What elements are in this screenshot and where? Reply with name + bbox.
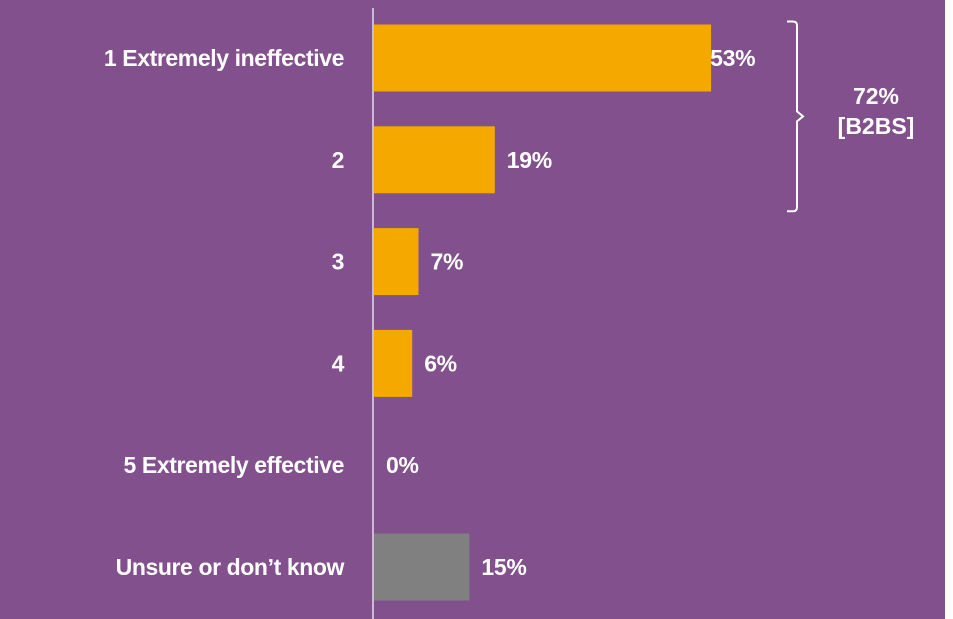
value-label: 0% [386, 452, 419, 478]
group-bracket [787, 20, 805, 213]
bar [374, 24, 712, 92]
bar [374, 329, 413, 397]
bar [374, 228, 419, 296]
value-label: 53% [710, 45, 755, 71]
value-label: 15% [481, 554, 526, 580]
category-label: 5 Extremely effective [124, 452, 344, 478]
bar [374, 126, 495, 194]
category-label: 1 Extremely ineffective [104, 45, 344, 71]
category-label: Unsure or don’t know [116, 554, 345, 580]
category-label: 2 [332, 147, 344, 173]
bracket-total-label: 72% [853, 83, 899, 109]
bar [374, 533, 470, 601]
bracket-group-label: [B2BS] [838, 113, 915, 139]
value-label: 6% [424, 350, 457, 376]
value-label: 7% [431, 249, 464, 275]
category-label: 4 [332, 350, 345, 376]
value-label: 19% [507, 147, 552, 173]
category-label: 3 [332, 249, 344, 275]
